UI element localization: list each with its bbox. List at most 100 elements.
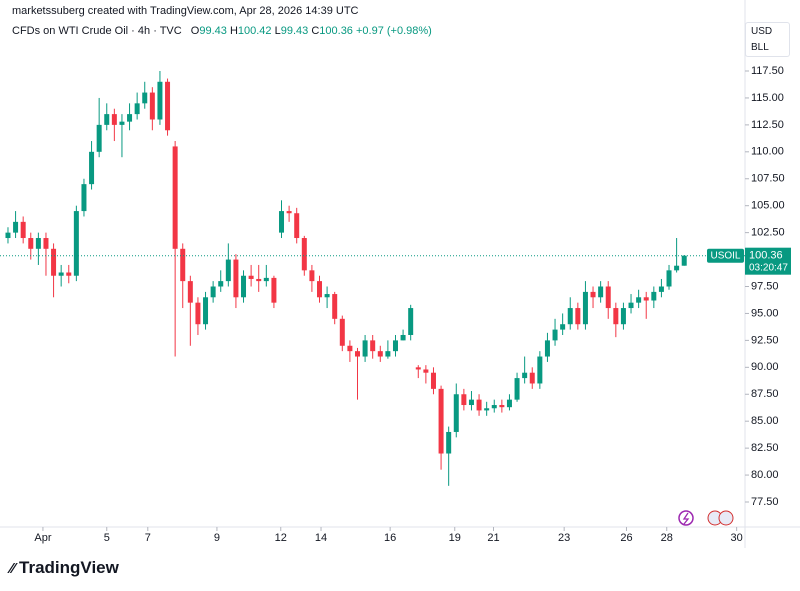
candle-body: [263, 277, 269, 282]
currency[interactable]: USD: [745, 22, 790, 40]
ohlc-label: C: [311, 25, 320, 37]
candle-body: [279, 211, 285, 233]
x-tick-label: 19: [449, 532, 461, 544]
candle-body: [514, 378, 520, 400]
candle-body: [537, 356, 543, 384]
candle-body: [241, 275, 247, 298]
symbol-badge: [707, 248, 744, 263]
change: +0.97 (+0.98%): [356, 25, 432, 37]
event-icon-glyph: [682, 512, 690, 525]
candle-body: [51, 248, 57, 276]
candle-body: [294, 213, 300, 239]
candle-body: [674, 265, 680, 271]
flag-icon[interactable]: [718, 510, 734, 526]
candle-body: [111, 114, 117, 125]
candle-body: [446, 431, 452, 454]
candle-body: [157, 81, 163, 120]
candle-body: [415, 367, 421, 370]
candle-body: [43, 238, 49, 249]
countdown: 03:20:47: [749, 262, 788, 273]
candle-body: [218, 281, 224, 287]
y-tick-label: 95.00: [751, 307, 779, 319]
candle-body: [370, 340, 376, 352]
candle-body: [58, 272, 64, 276]
candle-body: [134, 103, 140, 115]
candle-body: [104, 114, 110, 125]
candle-body: [453, 394, 459, 432]
candle-body: [149, 92, 155, 120]
symbol-label: USOIL: [710, 250, 740, 261]
event-icon[interactable]: [678, 510, 694, 526]
price-badge: [745, 247, 791, 275]
candle-body: [522, 372, 528, 379]
candle-body: [354, 351, 360, 357]
candle-body: [560, 324, 566, 330]
candle-body: [582, 291, 588, 325]
candle-body: [339, 318, 345, 346]
candle-body: [362, 340, 368, 357]
candle-body: [499, 405, 505, 408]
x-tick-label: 9: [214, 532, 220, 544]
candle-body: [35, 238, 41, 249]
x-tick-label: 26: [620, 532, 632, 544]
x-tick-label: 5: [104, 532, 110, 544]
candle-body: [172, 146, 178, 249]
candle-body: [385, 351, 391, 357]
candle-body: [658, 286, 664, 292]
candle-body: [127, 114, 133, 122]
candle-body: [233, 259, 239, 298]
candle-body: [468, 399, 474, 406]
y-tick-label: 85.00: [751, 415, 779, 427]
candle-body: [605, 286, 611, 309]
logo-mark: ⁄⁄: [10, 560, 16, 577]
y-tick-label: 112.50: [751, 119, 784, 131]
candle-body: [286, 211, 292, 214]
candle-body: [225, 259, 231, 282]
y-tick-label: 115.00: [751, 92, 784, 104]
x-tick-label: 14: [315, 532, 327, 544]
y-tick-label: 97.50: [751, 280, 779, 292]
x-tick-label: 30: [731, 532, 743, 544]
candle-body: [392, 340, 398, 352]
candle-body: [165, 81, 171, 131]
candle-body: [324, 294, 330, 298]
ohlc-label: O: [190, 25, 200, 37]
candle-body: [142, 92, 148, 104]
candle-body: [529, 372, 535, 384]
ohlc-label: L: [274, 25, 281, 37]
candle-body: [552, 329, 558, 341]
candle-body: [598, 286, 604, 298]
y-tick-label: 92.50: [751, 334, 779, 346]
y-tick-label: 105.00: [751, 200, 785, 212]
logo-text: TradingView: [19, 558, 119, 577]
candle-body: [301, 238, 307, 271]
unit[interactable]: BLL: [745, 39, 790, 57]
x-tick-label: 21: [487, 532, 499, 544]
candle-body: [347, 345, 353, 352]
candle-body: [119, 121, 125, 125]
candle-body: [484, 408, 490, 411]
candle-body: [96, 124, 102, 152]
candle-body: [73, 211, 79, 276]
candle-body: [590, 291, 596, 298]
candle-body: [438, 388, 444, 454]
candle-body: [256, 278, 262, 282]
candle-body: [400, 334, 406, 341]
candle-body: [430, 372, 436, 389]
candle-body: [187, 281, 193, 303]
candle-body: [681, 255, 687, 266]
logo: ⁄⁄ TradingView: [10, 558, 119, 578]
attribution: marketssuberg created with TradingView.c…: [12, 5, 359, 17]
candle-body: [506, 399, 512, 408]
candle-body: [28, 238, 34, 249]
symbol-info: CFDs on WTI Crude Oil · 4h · TVC O99.43 …: [12, 25, 432, 37]
candle-body: [89, 151, 95, 185]
candle-body: [271, 277, 277, 303]
ohlc-value: 99.43: [199, 25, 227, 37]
candle-body: [491, 405, 497, 409]
ohlc-label: H: [229, 25, 238, 37]
y-tick-label: 90.00: [751, 361, 779, 373]
candle-body: [5, 232, 11, 239]
candle-body: [575, 308, 581, 325]
